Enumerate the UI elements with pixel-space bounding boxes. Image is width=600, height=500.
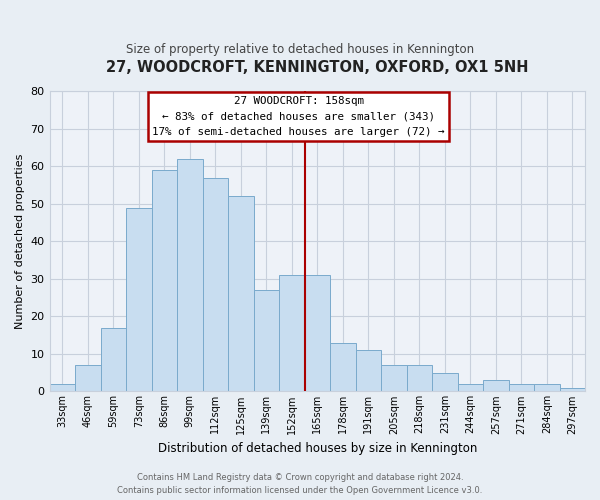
Bar — [381, 365, 407, 392]
Bar — [177, 159, 203, 392]
Bar — [203, 178, 228, 392]
Bar — [560, 388, 585, 392]
Title: 27, WOODCROFT, KENNINGTON, OXFORD, OX1 5NH: 27, WOODCROFT, KENNINGTON, OXFORD, OX1 5… — [106, 60, 529, 75]
Bar — [458, 384, 483, 392]
Text: Size of property relative to detached houses in Kennington: Size of property relative to detached ho… — [126, 42, 474, 56]
Bar — [407, 365, 432, 392]
Bar — [254, 290, 279, 392]
Bar — [50, 384, 75, 392]
Bar — [101, 328, 126, 392]
Bar — [534, 384, 560, 392]
Bar — [126, 208, 152, 392]
Bar — [356, 350, 381, 392]
Bar — [228, 196, 254, 392]
Bar — [152, 170, 177, 392]
Bar — [509, 384, 534, 392]
Bar — [279, 275, 305, 392]
Bar — [305, 275, 330, 392]
Bar — [432, 372, 458, 392]
Bar — [75, 365, 101, 392]
Text: 27 WOODCROFT: 158sqm
← 83% of detached houses are smaller (343)
17% of semi-deta: 27 WOODCROFT: 158sqm ← 83% of detached h… — [152, 96, 445, 137]
Y-axis label: Number of detached properties: Number of detached properties — [15, 154, 25, 329]
Bar — [330, 342, 356, 392]
X-axis label: Distribution of detached houses by size in Kennington: Distribution of detached houses by size … — [158, 442, 477, 455]
Bar — [483, 380, 509, 392]
Text: Contains HM Land Registry data © Crown copyright and database right 2024.
Contai: Contains HM Land Registry data © Crown c… — [118, 474, 482, 495]
